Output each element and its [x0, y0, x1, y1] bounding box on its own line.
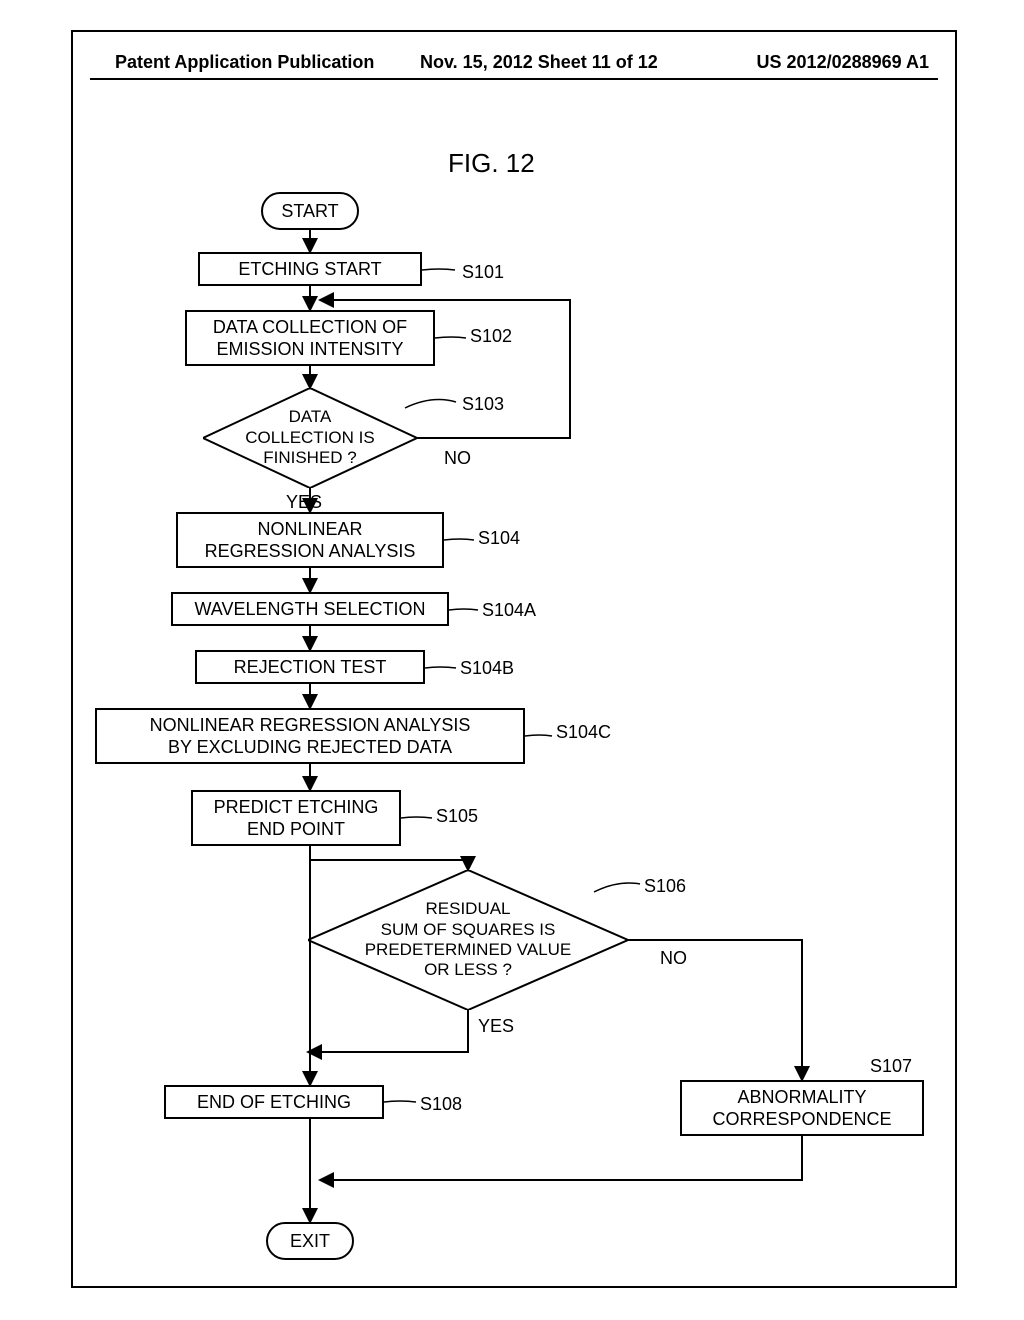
box-s104c: NONLINEAR REGRESSION ANALYSIS BY EXCLUDI… — [95, 708, 525, 764]
box-s108: END OF ETCHING — [164, 1085, 384, 1119]
header-center: Nov. 15, 2012 Sheet 11 of 12 — [420, 52, 658, 73]
box-s104a-label: WAVELENGTH SELECTION — [194, 598, 425, 621]
box-s105: PREDICT ETCHING END POINT — [191, 790, 401, 846]
ref-s107: S107 — [870, 1056, 912, 1077]
box-s104b-label: REJECTION TEST — [234, 656, 387, 679]
diamond-s106-label: RESIDUAL SUM OF SQUARES IS PREDETERMINED… — [365, 899, 572, 981]
box-s104-label: NONLINEAR REGRESSION ANALYSIS — [205, 518, 416, 563]
ref-s104a: S104A — [482, 600, 536, 621]
box-s108-label: END OF ETCHING — [197, 1091, 351, 1114]
diamond-s103-label: DATA COLLECTION IS FINISHED ? — [245, 407, 374, 468]
flow-start-label: START — [281, 201, 338, 222]
box-s102: DATA COLLECTION OF EMISSION INTENSITY — [185, 310, 435, 366]
ref-s103: S103 — [462, 394, 504, 415]
flow-start: START — [261, 192, 359, 230]
box-s104b: REJECTION TEST — [195, 650, 425, 684]
ref-s101: S101 — [462, 262, 504, 283]
header-left: Patent Application Publication — [115, 52, 374, 73]
ref-s108: S108 — [420, 1094, 462, 1115]
s106-no: NO — [660, 948, 687, 969]
box-s105-label: PREDICT ETCHING END POINT — [214, 796, 379, 841]
flow-exit-label: EXIT — [290, 1231, 330, 1252]
ref-s104c: S104C — [556, 722, 611, 743]
box-s104c-label: NONLINEAR REGRESSION ANALYSIS BY EXCLUDI… — [150, 714, 471, 759]
ref-s104b: S104B — [460, 658, 514, 679]
ref-s104: S104 — [478, 528, 520, 549]
s103-no: NO — [444, 448, 471, 469]
box-s102-label: DATA COLLECTION OF EMISSION INTENSITY — [213, 316, 407, 361]
box-s104: NONLINEAR REGRESSION ANALYSIS — [176, 512, 444, 568]
figure-title: FIG. 12 — [448, 148, 535, 179]
flow-exit: EXIT — [266, 1222, 354, 1260]
ref-s106: S106 — [644, 876, 686, 897]
header-divider — [90, 78, 938, 80]
box-s107: ABNORMALITY CORRESPONDENCE — [680, 1080, 924, 1136]
ref-s105: S105 — [436, 806, 478, 827]
box-s107-label: ABNORMALITY CORRESPONDENCE — [712, 1086, 891, 1131]
diamond-s106: RESIDUAL SUM OF SQUARES IS PREDETERMINED… — [308, 870, 628, 1010]
box-s101-label: ETCHING START — [238, 258, 381, 281]
header-right: US 2012/0288969 A1 — [757, 52, 929, 73]
box-s101: ETCHING START — [198, 252, 422, 286]
ref-s102: S102 — [470, 326, 512, 347]
diamond-s103: DATA COLLECTION IS FINISHED ? — [203, 388, 417, 488]
s106-yes: YES — [478, 1016, 514, 1037]
s103-yes: YES — [286, 492, 322, 513]
box-s104a: WAVELENGTH SELECTION — [171, 592, 449, 626]
